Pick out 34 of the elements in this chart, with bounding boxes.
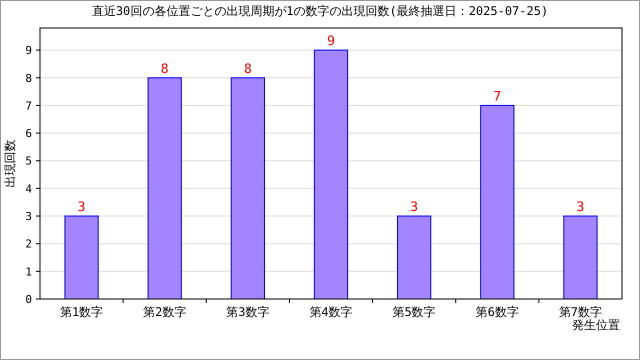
bar: [64, 216, 99, 300]
y-tick-label: 0: [25, 293, 32, 306]
x-tick-label: 第1数字: [60, 305, 104, 319]
x-tick-label: 第2数字: [143, 305, 186, 319]
data-label: 8: [244, 62, 252, 77]
bar: [148, 77, 182, 300]
bar: [397, 216, 432, 300]
y-tick-label: 7: [25, 99, 32, 112]
y-tick-label: 2: [25, 238, 32, 251]
x-tick-label: 第6数字: [476, 305, 519, 319]
data-label: 3: [78, 200, 86, 216]
x-tick-label: 第3数字: [226, 305, 270, 319]
data-label: 3: [410, 200, 418, 216]
y-tick-label: 8: [25, 72, 32, 85]
y-tick-label: 4: [25, 182, 32, 196]
bar: [480, 104, 514, 300]
bar: [314, 50, 348, 300]
y-tick-label: 1: [25, 265, 32, 278]
y-tick-label: 5: [25, 154, 32, 168]
y-tick-label: 9: [25, 44, 32, 58]
x-tick-label: 第7数字: [558, 305, 602, 319]
x-axis-title: 発生位置: [572, 318, 620, 332]
x-tick-label: 第5数字: [392, 305, 436, 319]
data-label: 7: [493, 89, 502, 104]
data-label: 9: [327, 34, 335, 50]
bar: [230, 77, 265, 300]
y-tick-label: 6: [25, 127, 32, 140]
data-label: 8: [160, 62, 169, 77]
y-axis-title: 出現回数: [3, 140, 17, 188]
chart-title: 直近30回の各位置ごとの出現周期が1の数字の出現回数(最終抽選日：2025-07-25): [92, 4, 548, 18]
data-label: 3: [576, 200, 584, 216]
bar: [563, 216, 598, 300]
x-tick-label: 第4数字: [309, 305, 353, 319]
y-tick-label: 3: [25, 210, 32, 224]
